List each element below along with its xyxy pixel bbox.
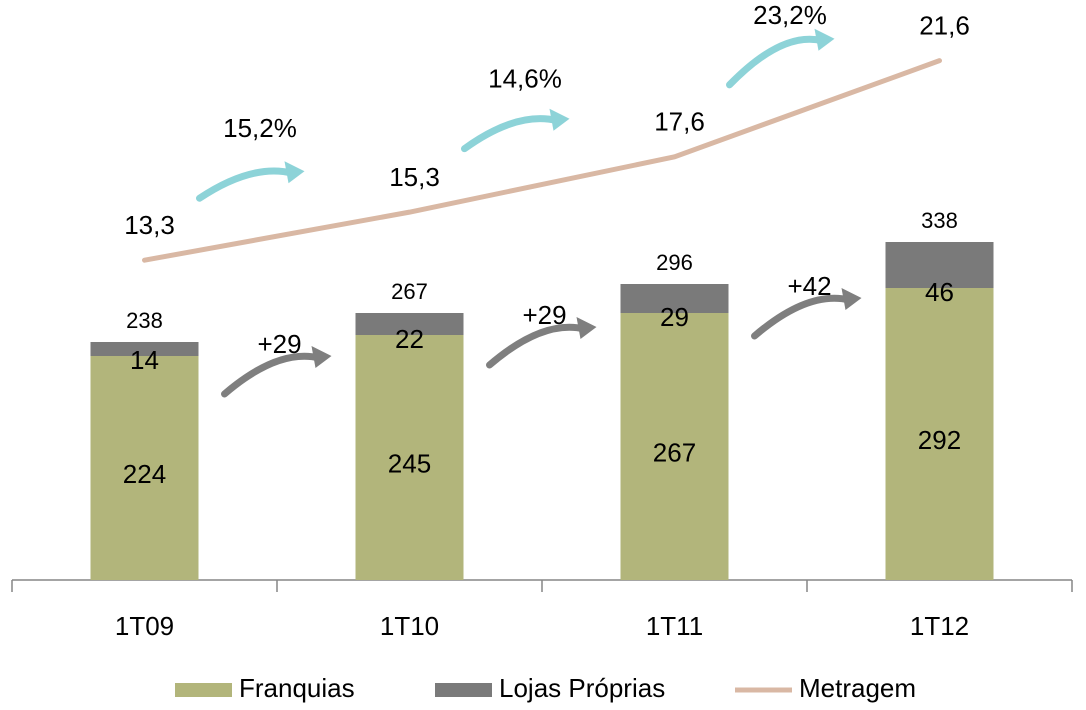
x-tick-label: 1T12 [910,611,969,641]
segment-label: 292 [918,425,961,455]
bar-segment [355,313,464,335]
total-label: 296 [656,250,693,275]
segment-label: 22 [395,324,424,354]
line-label: 13,3 [124,210,175,240]
bar-growth-arrow [751,294,853,340]
bar-segment [90,356,199,580]
line-growth-label: 14,6% [488,64,562,94]
bar-segment [620,284,729,313]
line-growth-label: 15,2% [223,113,297,143]
bar-growth-label: +42 [787,271,831,301]
x-tick-label: 1T10 [380,611,439,641]
bar-growth-label: +29 [257,329,301,359]
line [142,58,942,263]
line-growth-arrow-head [549,108,570,131]
bar-growth-arrow [486,323,588,369]
line-label: 21,6 [919,11,970,41]
bar-segment [355,335,464,580]
x-tick-label: 1T09 [115,611,174,641]
legend-swatch [435,683,492,697]
x-tick-label: 1T11 [646,611,703,641]
line-growth-arrow [726,35,826,89]
bar-segment [885,288,994,580]
bar-growth-arrow-head [311,346,332,368]
segment-label: 46 [925,277,954,307]
bar-growth-label: +29 [522,300,566,330]
legend-label: Metragem [799,673,916,703]
bar-growth-arrow-head [841,288,862,310]
segment-label: 29 [660,302,689,332]
line-label: 17,6 [654,107,705,137]
legend-label: Lojas Próprias [499,673,665,703]
line-growth-arrow [461,115,561,153]
segment-label: 224 [123,459,166,489]
line-growth-label: 23,2% [753,0,827,30]
segment-label: 14 [130,345,159,375]
bar-segment [885,242,994,288]
line-growth-arrow [196,167,296,202]
segment-label: 245 [388,448,431,478]
total-label: 338 [921,208,958,233]
total-label: 238 [126,308,163,333]
legend-swatch [175,683,232,697]
bar-growth-arrow-head [576,317,597,339]
total-label: 267 [391,279,428,304]
segment-label: 267 [653,437,696,467]
bar-segment [90,342,199,356]
bar-segment [620,313,729,580]
line-growth-arrow-head [284,161,305,184]
line-label: 15,3 [389,162,440,192]
line-growth-arrow-head [814,28,835,51]
bar-growth-arrow [221,352,323,398]
legend-label: Franquias [239,673,355,703]
